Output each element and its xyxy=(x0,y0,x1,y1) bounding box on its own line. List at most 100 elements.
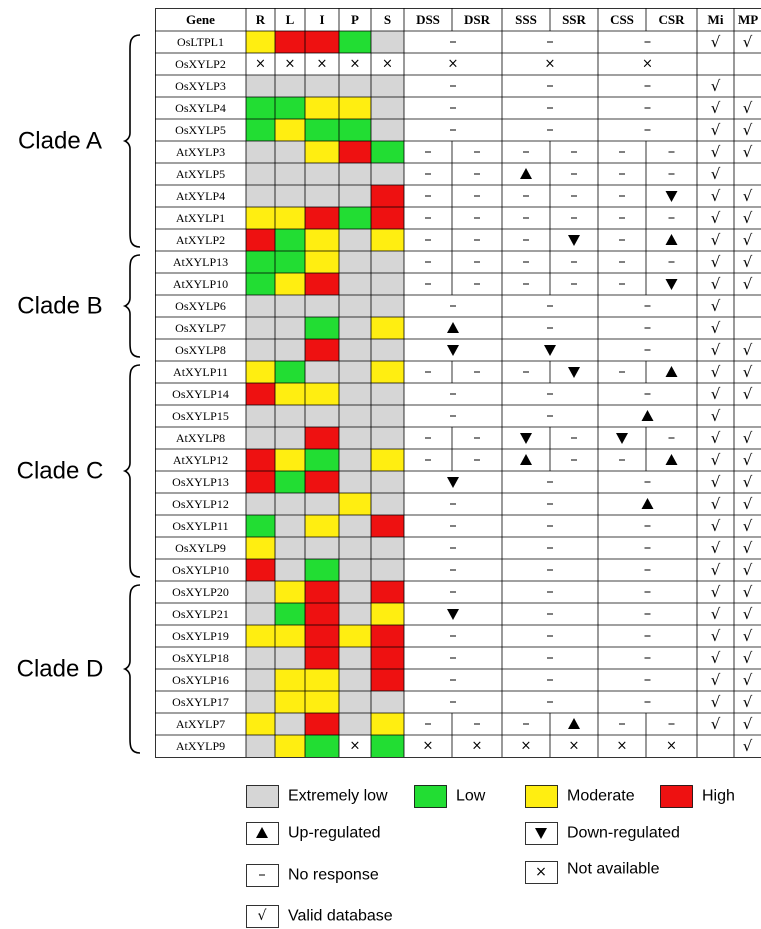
valid-database-mark: √ xyxy=(711,99,721,117)
gene-label: OsXYLP19 xyxy=(172,629,229,643)
column-header-sss: SSS xyxy=(515,12,537,27)
tissue-cell-s xyxy=(371,515,404,537)
valid-database-mark: √ xyxy=(711,671,721,689)
gene-label: OsXYLP14 xyxy=(172,387,229,401)
tissue-cell-r xyxy=(246,647,275,669)
tissue-cell-p xyxy=(339,317,371,339)
not-available-mark: × xyxy=(521,739,532,754)
tissue-cell-s xyxy=(371,669,404,691)
tissue-cell-s xyxy=(371,53,404,75)
gene-label: OsXYLP9 xyxy=(175,541,226,555)
tissue-cell-r xyxy=(246,603,275,625)
down-regulated-marker xyxy=(447,609,459,620)
tissue-cell-s xyxy=(371,735,404,757)
not-available-mark: × xyxy=(617,739,628,754)
tissue-cell-l xyxy=(275,141,305,163)
valid-database-mark: √ xyxy=(743,33,753,51)
tissue-cell-s xyxy=(371,273,404,295)
gene-label: OsXYLP5 xyxy=(175,123,226,137)
valid-database-mark: √ xyxy=(743,209,753,227)
legend-key-box xyxy=(246,785,279,808)
tissue-cell-i xyxy=(305,493,339,515)
valid-database-mark: √ xyxy=(711,495,721,513)
tissue-cell-i xyxy=(305,405,339,427)
tissue-cell-p xyxy=(339,691,371,713)
not-available-mark: × xyxy=(472,739,483,754)
tissue-cell-r xyxy=(246,559,275,581)
tissue-cell-l xyxy=(275,449,305,471)
tissue-cell-s xyxy=(371,163,404,185)
tissue-cell-s xyxy=(371,251,404,273)
tissue-cell-i xyxy=(305,185,339,207)
valid-database-mark: √ xyxy=(711,187,721,205)
down-regulated-marker xyxy=(568,367,580,378)
up-regulated-marker xyxy=(641,498,654,509)
valid-database-mark: √ xyxy=(743,385,753,403)
tissue-cell-s xyxy=(371,141,404,163)
valid-database-mark: √ xyxy=(711,583,721,601)
tissue-cell-p xyxy=(339,581,371,603)
legend-label: Moderate xyxy=(567,788,635,805)
tissue-cell-i xyxy=(305,207,339,229)
tissue-cell-l xyxy=(275,97,305,119)
tissue-cell-i xyxy=(305,515,339,537)
valid-database-mark: √ xyxy=(743,693,753,711)
valid-database-mark: √ xyxy=(258,908,267,924)
valid-database-mark: √ xyxy=(711,649,721,667)
tissue-cell-r xyxy=(246,515,275,537)
tissue-cell-p xyxy=(339,251,371,273)
tissue-cell-s xyxy=(371,647,404,669)
tissue-cell-l xyxy=(275,427,305,449)
clade-label: Clade B xyxy=(17,293,102,320)
tissue-cell-i xyxy=(305,295,339,317)
tissue-cell-p xyxy=(339,53,371,75)
column-header-l: L xyxy=(286,12,295,27)
gene-label: OsXYLP16 xyxy=(172,673,229,687)
tissue-cell-r xyxy=(246,537,275,559)
tissue-cell-l xyxy=(275,119,305,141)
tissue-cell-l xyxy=(275,75,305,97)
tissue-cell-r xyxy=(246,383,275,405)
tissue-cell-r xyxy=(246,141,275,163)
valid-database-mark: √ xyxy=(711,275,721,293)
tissue-cell-s xyxy=(371,207,404,229)
tissue-cell-s xyxy=(371,75,404,97)
valid-database-mark: √ xyxy=(743,341,753,359)
column-header-gene: Gene xyxy=(186,12,215,27)
tissue-cell-p xyxy=(339,625,371,647)
tissue-cell-l xyxy=(275,339,305,361)
valid-database-mark: √ xyxy=(743,451,753,469)
not-available-mark: × xyxy=(535,864,547,880)
valid-database-mark: √ xyxy=(743,121,753,139)
valid-database-mark: √ xyxy=(743,627,753,645)
tissue-cell-p xyxy=(339,493,371,515)
valid-database-mark: √ xyxy=(743,715,753,733)
down-regulated-marker xyxy=(616,433,628,444)
valid-database-mark: √ xyxy=(711,209,721,227)
tissue-cell-i xyxy=(305,141,339,163)
tissue-cell-i xyxy=(305,647,339,669)
valid-database-mark: √ xyxy=(743,99,753,117)
gene-label: OsXYLP13 xyxy=(172,475,229,489)
tissue-cell-s xyxy=(371,449,404,471)
tissue-cell-l xyxy=(275,273,305,295)
column-header-dsr: DSR xyxy=(464,12,491,27)
tissue-cell-p xyxy=(339,229,371,251)
valid-database-mark: √ xyxy=(711,363,721,381)
tissue-cell-r xyxy=(246,295,275,317)
up-regulated-marker xyxy=(665,234,678,245)
column-header-dss: DSS xyxy=(416,12,440,27)
tissue-cell-l xyxy=(275,31,305,53)
tissue-cell-p xyxy=(339,295,371,317)
column-header-s: S xyxy=(384,12,391,27)
tissue-cell-l xyxy=(275,295,305,317)
valid-database-mark: √ xyxy=(711,517,721,535)
gene-label: OsXYLP8 xyxy=(175,343,226,357)
tissue-cell-s xyxy=(371,603,404,625)
gene-label: AtXYLP8 xyxy=(176,431,225,445)
tissue-cell-i xyxy=(305,603,339,625)
up-regulated-marker xyxy=(520,454,532,465)
tissue-cell-i xyxy=(305,31,339,53)
valid-database-mark: √ xyxy=(711,121,721,139)
